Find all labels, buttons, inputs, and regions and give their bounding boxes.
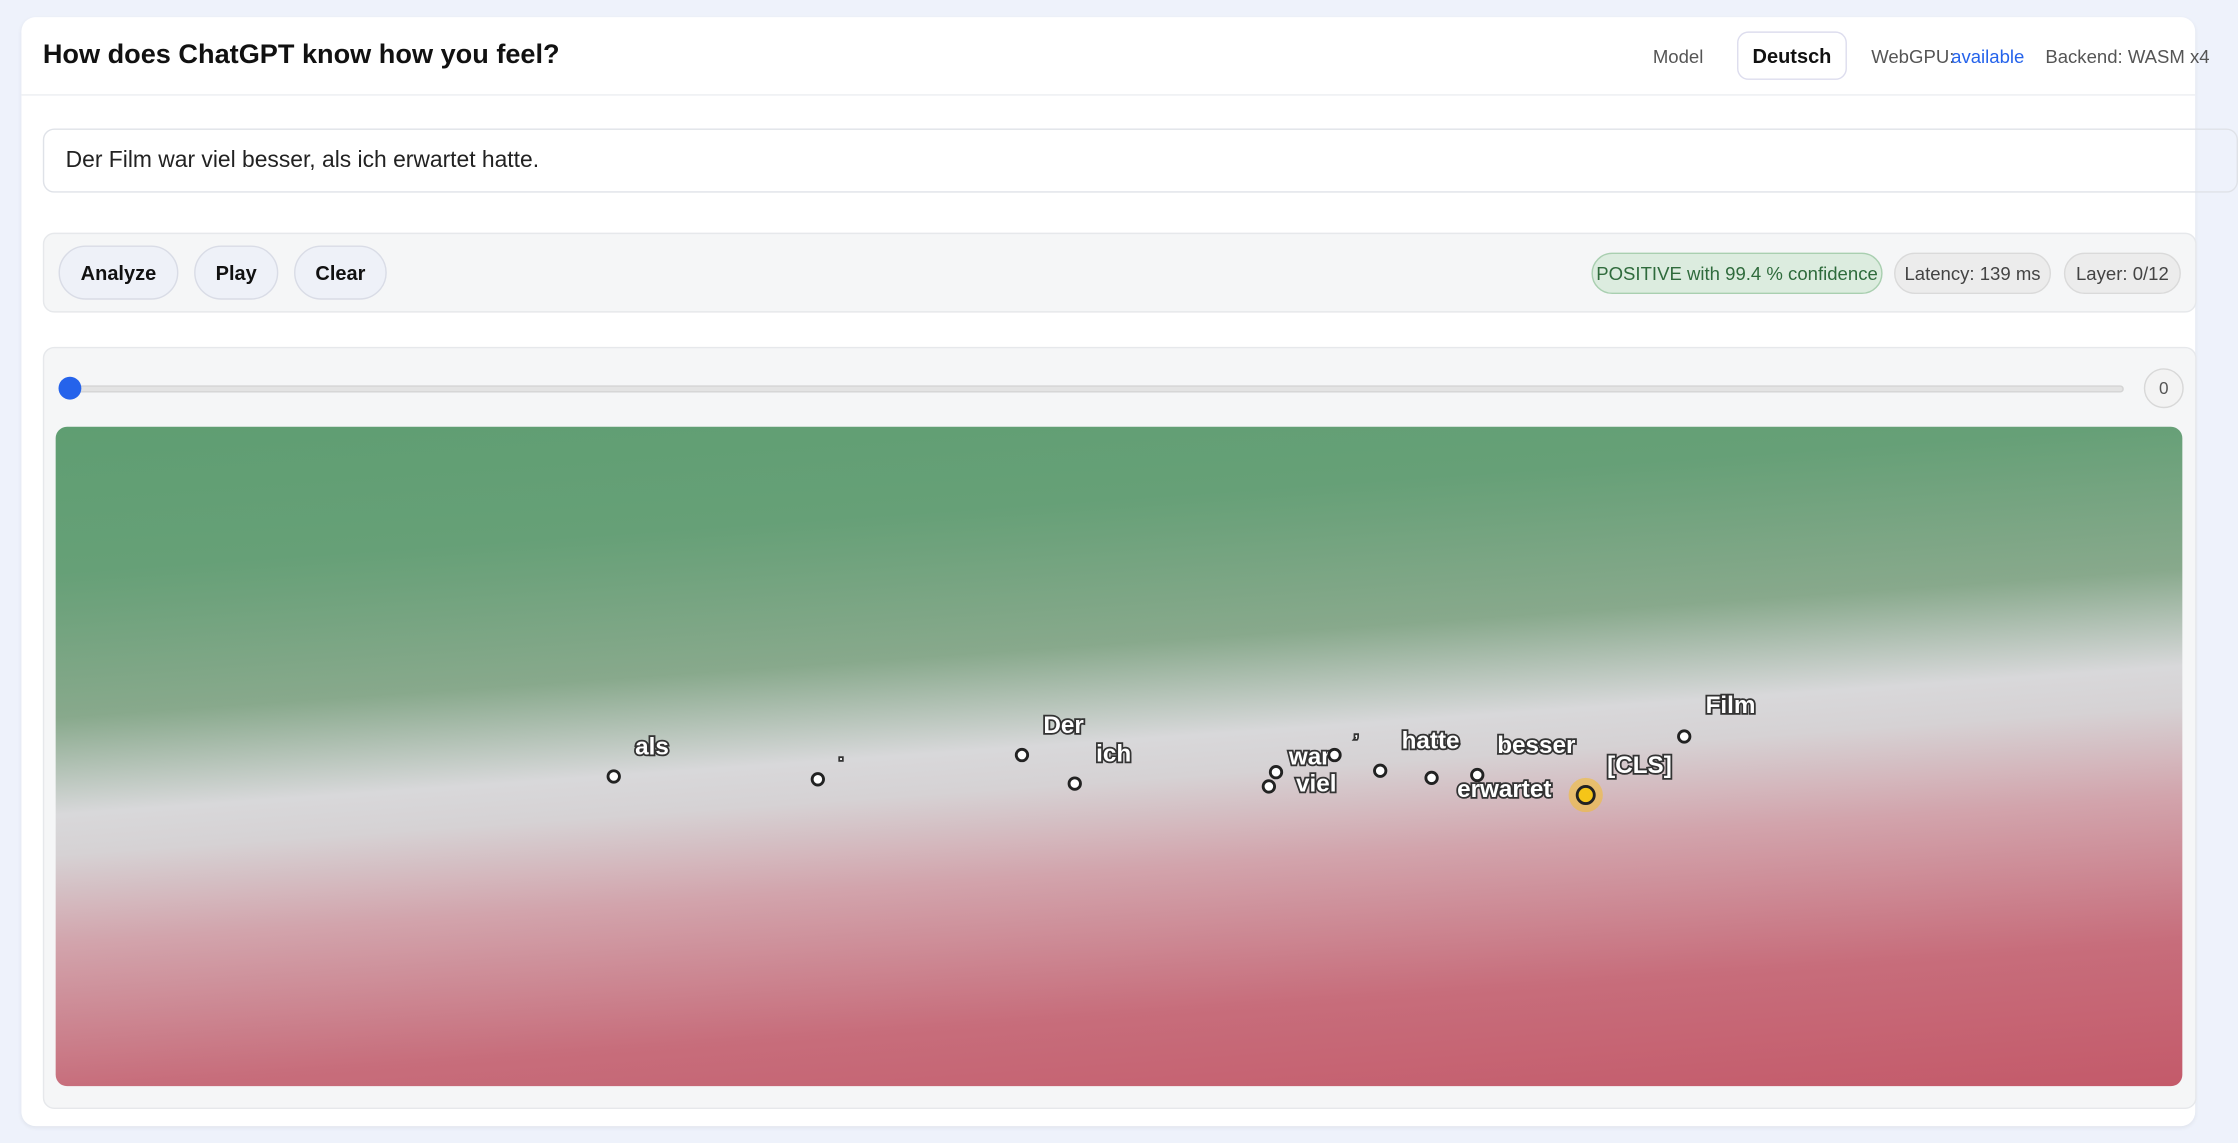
token-label: viel bbox=[1296, 770, 1336, 797]
webgpu-label: WebGPU: bbox=[1871, 45, 1955, 68]
token-label: . bbox=[839, 748, 843, 763]
token-dot bbox=[1268, 765, 1284, 780]
analyze-button[interactable]: Analyze bbox=[58, 245, 179, 300]
token-label: war bbox=[1288, 743, 1331, 770]
token-dot bbox=[1327, 747, 1342, 763]
token-label: erwartet bbox=[1457, 776, 1551, 803]
token-label: hatte bbox=[1402, 728, 1460, 755]
embedding-plot: als. Der ich war viel, hatte besser erwartet [CL… bbox=[55, 426, 2183, 1087]
token-dot bbox=[1575, 785, 1596, 805]
model-link[interactable]: Model bbox=[1652, 45, 1704, 68]
layer-pill: Layer: 0/12 bbox=[2063, 252, 2181, 295]
token-dot bbox=[810, 772, 825, 787]
token-label: besser bbox=[1497, 732, 1576, 759]
token-label: [CLS] bbox=[1607, 752, 1672, 779]
latency-pill: Latency: 139 ms bbox=[1894, 252, 2052, 295]
result-pill: POSITIVE with 99.4 % confidence bbox=[1591, 252, 1883, 295]
token-label: ich bbox=[1096, 740, 1131, 767]
token-dot bbox=[606, 769, 621, 784]
token-label: Film bbox=[1706, 692, 1756, 719]
token-dot bbox=[1261, 779, 1277, 794]
token-dot bbox=[1677, 729, 1692, 744]
token-label: Der bbox=[1043, 712, 1084, 739]
title: How does ChatGPT know how you feel? bbox=[42, 39, 560, 70]
token-dot bbox=[1014, 747, 1030, 763]
backend: Backend: WASM x4 bbox=[2045, 45, 2210, 68]
language-button[interactable]: Deutsch bbox=[1737, 31, 1847, 80]
text-input[interactable]: Der Film war viel besser, als ich erwart… bbox=[42, 128, 2238, 193]
slider-track[interactable] bbox=[69, 385, 2124, 393]
divider bbox=[21, 94, 2196, 96]
slider-value: 0 bbox=[2143, 368, 2184, 409]
token-dot bbox=[1424, 770, 1439, 786]
webgpu-status: available bbox=[1951, 45, 2025, 68]
clear-button[interactable]: Clear bbox=[294, 245, 387, 300]
play-button[interactable]: Play bbox=[194, 245, 279, 300]
token-dot bbox=[1470, 767, 1485, 783]
slider-knob[interactable] bbox=[58, 376, 82, 400]
token-label: , bbox=[1355, 725, 1359, 740]
token-label: als bbox=[635, 733, 669, 760]
token-dot bbox=[1373, 763, 1388, 778]
token-dot bbox=[1067, 776, 1082, 791]
